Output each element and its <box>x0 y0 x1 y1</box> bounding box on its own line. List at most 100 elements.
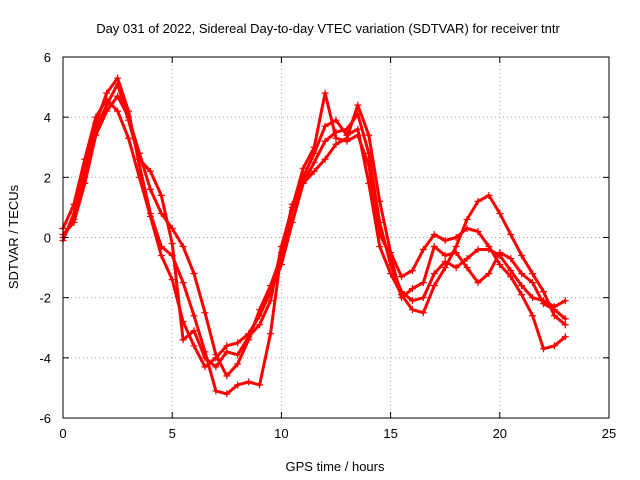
data-point <box>234 381 242 389</box>
series-line-track-c <box>61 97 567 369</box>
data-point <box>507 255 515 263</box>
x-tick-label: 15 <box>383 426 397 441</box>
data-point <box>452 249 460 257</box>
data-point <box>299 164 307 172</box>
data-point <box>452 234 460 241</box>
data-point <box>561 333 569 341</box>
data-point <box>190 312 198 320</box>
data-point <box>256 321 264 329</box>
data-point <box>266 330 274 338</box>
data-point <box>81 173 89 181</box>
data-point <box>354 101 362 109</box>
data-point <box>234 339 242 347</box>
data-point <box>376 243 384 251</box>
data-point <box>365 161 373 169</box>
data-point <box>430 282 438 290</box>
data-point <box>332 116 340 124</box>
x-tick-label: 25 <box>602 426 616 441</box>
data-point <box>256 312 264 320</box>
data-point <box>539 300 547 308</box>
data-point <box>430 243 438 251</box>
data-point <box>103 101 111 109</box>
data-point <box>288 203 296 211</box>
data-point <box>485 191 493 199</box>
data-point <box>212 387 220 395</box>
y-tick-label: -2 <box>39 291 51 306</box>
data-point <box>408 306 416 314</box>
data-point <box>496 249 504 257</box>
data-point <box>125 134 133 142</box>
data-point <box>561 315 569 323</box>
data-point <box>518 252 526 260</box>
data-point <box>430 270 438 278</box>
data-point <box>201 354 209 362</box>
data-point <box>103 89 111 97</box>
data-point <box>550 342 558 350</box>
data-point <box>157 252 165 260</box>
data-point <box>507 230 515 238</box>
data-point <box>146 185 154 193</box>
data-point <box>507 273 515 281</box>
data-point <box>179 336 187 344</box>
data-point <box>212 363 220 371</box>
data-point <box>441 264 449 272</box>
data-point <box>288 218 296 226</box>
chart-title: Day 031 of 2022, Sidereal Day-to-day VTE… <box>96 21 560 36</box>
y-tick-label: -6 <box>39 411 51 426</box>
x-tick-label: 5 <box>169 426 176 441</box>
data-point <box>332 140 340 148</box>
data-point <box>146 212 154 220</box>
grid <box>63 57 609 418</box>
data-point <box>387 252 395 260</box>
data-point <box>474 246 482 254</box>
data-point <box>474 197 482 205</box>
data-point <box>529 270 537 278</box>
data-point <box>408 297 416 305</box>
y-axis-label: SDTVAR / TECUs <box>6 184 21 289</box>
x-tick-label: 20 <box>493 426 507 441</box>
data-point <box>179 243 187 251</box>
data-point <box>354 125 362 133</box>
data-point <box>321 89 329 97</box>
y-tick-label: 6 <box>44 50 51 65</box>
data-point <box>539 288 547 296</box>
data-point <box>496 209 504 217</box>
data-point <box>190 327 198 335</box>
data-point <box>256 381 264 389</box>
data-point <box>179 279 187 287</box>
data-point <box>321 122 329 130</box>
data-point <box>463 264 471 272</box>
data-point <box>157 191 165 199</box>
series-line-track-a <box>61 76 567 396</box>
data-point <box>212 354 220 362</box>
data-point <box>201 363 209 371</box>
data-point <box>398 294 406 302</box>
series-line-track-b <box>61 94 567 378</box>
data-point <box>419 294 427 302</box>
data-point <box>518 291 526 299</box>
data-point <box>485 270 493 278</box>
data-point <box>518 270 526 278</box>
data-point <box>223 390 231 398</box>
data-point <box>419 309 427 317</box>
data-point <box>125 116 133 124</box>
data-point <box>343 137 351 145</box>
data-point <box>201 309 209 317</box>
data-point <box>135 173 143 181</box>
series-layer <box>59 74 569 398</box>
data-point <box>507 267 515 275</box>
data-point <box>376 230 384 238</box>
data-point <box>168 276 176 284</box>
data-point <box>529 294 537 302</box>
data-point <box>539 345 547 353</box>
data-point <box>114 107 122 115</box>
data-point <box>441 237 449 245</box>
data-point <box>529 312 537 320</box>
data-point <box>135 155 143 163</box>
x-tick-label: 0 <box>59 426 66 441</box>
data-point <box>245 333 253 341</box>
data-point <box>223 342 231 350</box>
data-point <box>408 267 416 275</box>
data-point <box>474 279 482 287</box>
